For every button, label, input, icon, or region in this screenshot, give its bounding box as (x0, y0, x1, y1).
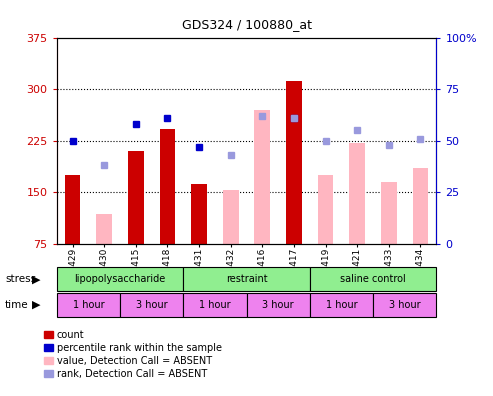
Bar (350, 143, 365, 244)
Bar (413, 168, 428, 244)
Bar (223, 190, 239, 244)
Text: saline control: saline control (340, 274, 406, 284)
Text: count: count (57, 329, 84, 340)
Bar (317, 175, 333, 244)
Bar (160, 129, 176, 244)
Text: percentile rank within the sample: percentile rank within the sample (57, 343, 222, 353)
Text: 3 hour: 3 hour (136, 300, 168, 310)
Bar (191, 184, 207, 244)
Text: lipopolysaccharide: lipopolysaccharide (74, 274, 166, 284)
Bar (96, 214, 112, 244)
Text: ▶: ▶ (32, 274, 40, 284)
Bar (128, 151, 143, 244)
Text: restraint: restraint (226, 274, 267, 284)
Text: value, Detection Call = ABSENT: value, Detection Call = ABSENT (57, 356, 212, 366)
Text: time: time (5, 300, 29, 310)
Text: stress: stress (5, 274, 36, 284)
Text: rank, Detection Call = ABSENT: rank, Detection Call = ABSENT (57, 369, 207, 379)
Text: GDS324 / 100880_at: GDS324 / 100880_at (181, 18, 312, 31)
Text: 3 hour: 3 hour (389, 300, 421, 310)
Text: 3 hour: 3 hour (262, 300, 294, 310)
Bar (65, 175, 80, 244)
Text: ▶: ▶ (32, 300, 40, 310)
Bar (286, 81, 302, 244)
Text: 1 hour: 1 hour (72, 300, 104, 310)
Bar (381, 182, 397, 244)
Bar (254, 110, 270, 244)
Text: 1 hour: 1 hour (199, 300, 231, 310)
Text: 1 hour: 1 hour (325, 300, 357, 310)
